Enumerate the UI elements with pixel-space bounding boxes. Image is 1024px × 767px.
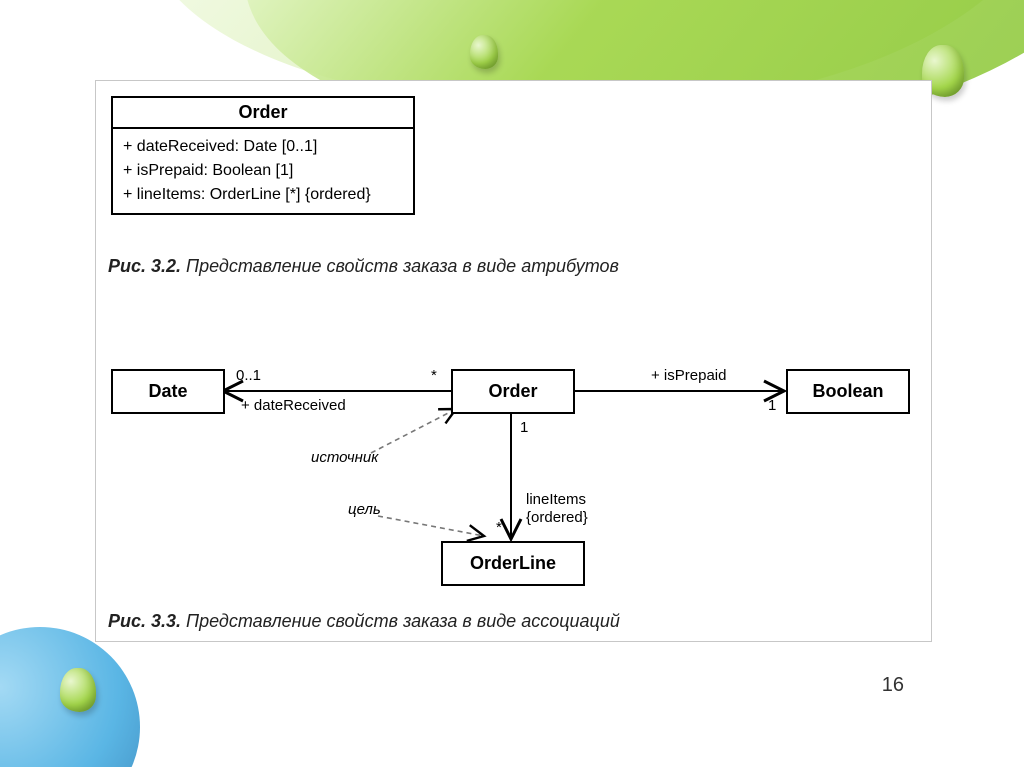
role-label: {ordered}	[526, 509, 588, 526]
node-label: Date	[148, 381, 187, 401]
caption-text: Представление свойств заказа в виде ассо…	[181, 611, 620, 631]
role-label: + isPrepaid	[651, 367, 726, 384]
multiplicity: 1	[520, 419, 528, 436]
multiplicity: *	[496, 519, 502, 536]
edge-note-target	[378, 516, 484, 536]
uml-class-title: Order	[113, 98, 413, 129]
edge-note-source	[371, 409, 456, 453]
page-number: 16	[882, 674, 904, 697]
uml-class-order: Order + dateReceived: Date [0..1] + isPr…	[111, 96, 415, 215]
note-label: цель	[348, 501, 381, 518]
caption-text: Представление свойств заказа в виде атри…	[181, 256, 619, 276]
caption-prefix: Рис. 3.2.	[108, 256, 181, 276]
uml-association-diagram: Date Order Boolean OrderLine 0..1 * + da…	[96, 341, 931, 601]
water-drop-icon	[60, 668, 96, 712]
water-drop-icon	[470, 35, 498, 69]
node-orderline: OrderLine	[441, 541, 585, 586]
uml-attribute: + dateReceived: Date [0..1]	[123, 135, 403, 159]
content-frame: Order + dateReceived: Date [0..1] + isPr…	[95, 80, 932, 642]
figure-caption-3-2: Рис. 3.2. Представление свойств заказа в…	[108, 256, 619, 277]
uml-attribute: + isPrepaid: Boolean [1]	[123, 159, 403, 183]
caption-prefix: Рис. 3.3.	[108, 611, 181, 631]
uml-attribute: + lineItems: OrderLine [*] {ordered}	[123, 183, 403, 207]
figure-caption-3-3: Рис. 3.3. Представление свойств заказа в…	[108, 611, 620, 632]
node-boolean: Boolean	[786, 369, 910, 414]
node-order: Order	[451, 369, 575, 414]
multiplicity: *	[431, 367, 437, 384]
multiplicity: 0..1	[236, 367, 261, 384]
slide: Order + dateReceived: Date [0..1] + isPr…	[0, 0, 1024, 767]
node-label: OrderLine	[470, 553, 556, 573]
node-label: Boolean	[812, 381, 883, 401]
uml-class-body: + dateReceived: Date [0..1] + isPrepaid:…	[113, 129, 413, 213]
node-label: Order	[488, 381, 537, 401]
multiplicity: 1	[768, 397, 776, 414]
note-label: источник	[311, 449, 378, 466]
role-label: lineItems	[526, 491, 586, 508]
node-date: Date	[111, 369, 225, 414]
role-label: + dateReceived	[241, 397, 346, 414]
